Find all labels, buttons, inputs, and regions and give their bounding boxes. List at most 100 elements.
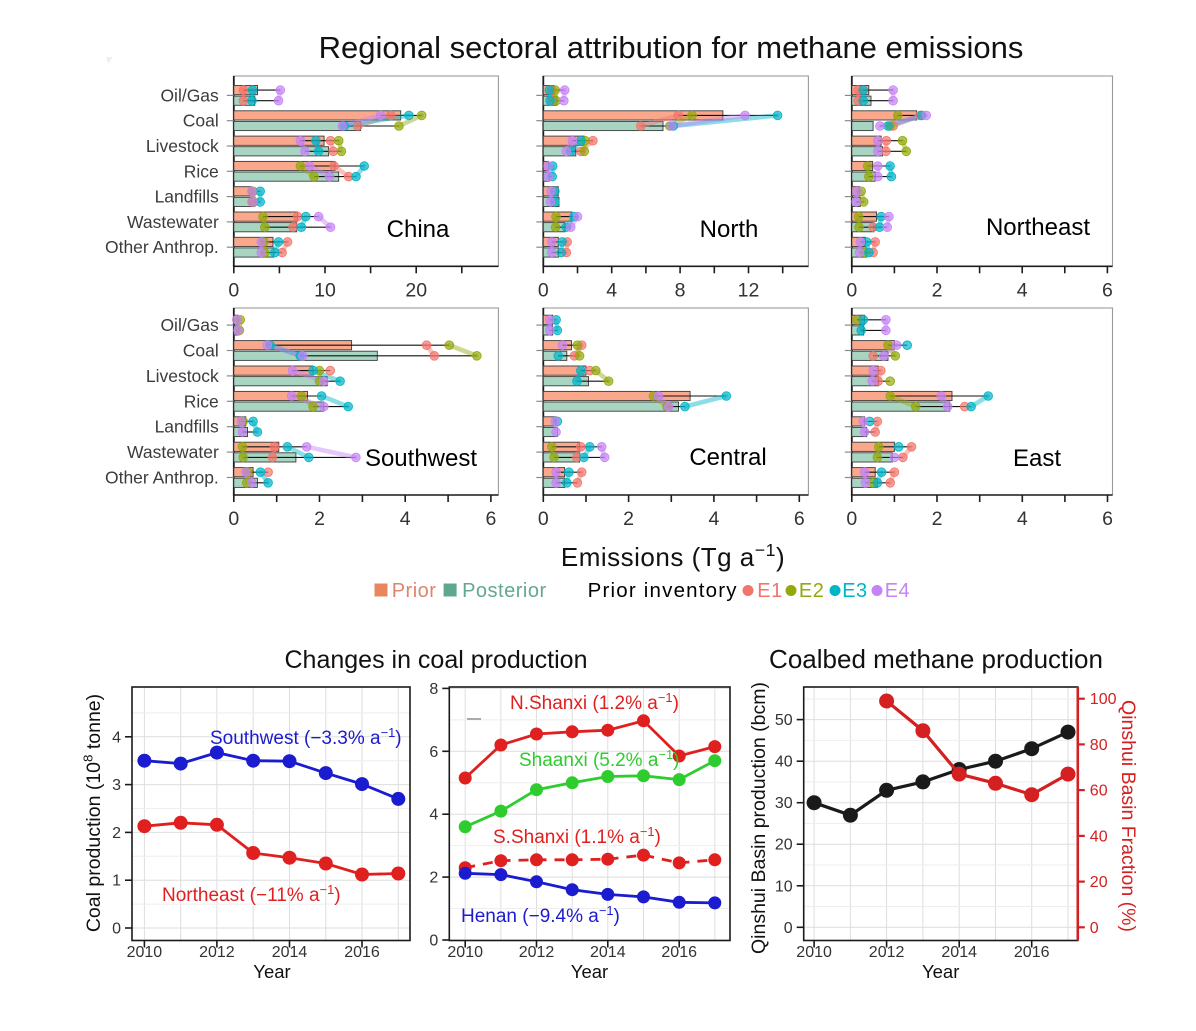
svg-text:0: 0 [846,508,857,530]
svg-text:North: North [700,216,759,243]
svg-text:2014: 2014 [941,944,977,961]
svg-text:Central: Central [689,444,766,471]
svg-text:Southwest: Southwest [365,445,477,472]
svg-text:6: 6 [1102,279,1113,301]
svg-text:4: 4 [400,508,411,530]
svg-text:20: 20 [775,837,793,854]
svg-text:80: 80 [1090,737,1108,754]
svg-text:0: 0 [429,933,438,950]
svg-text:20: 20 [1090,874,1108,891]
svg-text:Southwest (−3.3% a−1​): Southwest (−3.3% a−1​) [210,725,402,749]
svg-text:2012: 2012 [519,944,555,961]
svg-text:Oil/Gas: Oil/Gas [160,85,219,105]
svg-text:20: 20 [405,279,427,301]
svg-text:4: 4 [1017,508,1028,530]
svg-text:Changes in coal production: Changes in coal production [285,646,588,674]
svg-text:6: 6 [1102,508,1113,530]
svg-text:2014: 2014 [590,944,626,961]
svg-text:Rice: Rice [184,161,219,181]
svg-text:0: 0 [538,508,549,530]
svg-text:2: 2 [112,825,121,842]
svg-text:E2: E2 [799,580,824,602]
svg-text:0: 0 [112,921,121,938]
svg-text:Emissions (Tg a−1​): Emissions (Tg a−1​) [561,540,785,572]
svg-text:Other Anthrop.: Other Anthrop. [105,237,219,257]
svg-text:2014: 2014 [272,944,308,961]
svg-text:4: 4 [1017,279,1028,301]
svg-text:2: 2 [314,508,325,530]
svg-text:10: 10 [314,279,336,301]
svg-text:2: 2 [623,508,634,530]
svg-text:2010: 2010 [796,944,832,961]
svg-text:Qinshui Basin production (bcm): Qinshui Basin production (bcm) [748,682,770,954]
svg-text:4: 4 [606,279,617,301]
svg-text:S.Shanxi (1.1% a−1​): S.Shanxi (1.1% a−1​) [493,824,661,848]
svg-text:2016: 2016 [344,944,380,961]
svg-text:Qinshui Basin Fraction (%): Qinshui Basin Fraction (%) [1117,700,1139,932]
svg-text:Posterior: Posterior [462,580,547,602]
svg-text:4: 4 [708,508,719,530]
svg-text:Regional sectoral attribution: Regional sectoral attribution for methan… [319,30,1024,65]
svg-text:Coal: Coal [183,341,219,361]
svg-text:50: 50 [775,712,793,729]
svg-text:8: 8 [675,279,686,301]
svg-text:East: East [1013,445,1061,472]
svg-text:Coal production (108​ tonne): Coal production (108​ tonne) [81,694,105,932]
svg-text:0: 0 [228,508,239,530]
svg-text:2012: 2012 [869,944,905,961]
svg-text:2: 2 [932,279,943,301]
svg-text:4: 4 [112,729,121,746]
svg-text:Prior inventory: Prior inventory [588,579,738,602]
svg-text:12: 12 [738,279,760,301]
svg-text:0: 0 [846,279,857,301]
svg-text:2: 2 [429,870,438,887]
svg-text:Northeast: Northeast [986,214,1090,241]
svg-text:N.Shanxi (1.2% a−1​): N.Shanxi (1.2% a−1​) [510,690,679,714]
svg-text:Prior: Prior [392,580,437,602]
svg-text:Other Anthrop.: Other Anthrop. [105,468,219,488]
svg-text:Oil/Gas: Oil/Gas [160,315,219,335]
svg-text:40: 40 [1090,828,1108,845]
svg-text:0: 0 [784,920,793,937]
svg-text:Coal: Coal [183,111,219,131]
svg-text:E4: E4 [885,580,910,602]
svg-text:6: 6 [485,508,496,530]
svg-text:1: 1 [112,873,121,890]
svg-text:Year: Year [571,961,608,982]
svg-text:0: 0 [538,279,549,301]
svg-text:100: 100 [1090,691,1117,708]
svg-text:6: 6 [794,508,805,530]
svg-text:0: 0 [228,279,239,301]
svg-text:Wastewater: Wastewater [127,212,219,232]
svg-text:2012: 2012 [199,944,235,961]
svg-text:Wastewater: Wastewater [127,442,219,462]
svg-text:60: 60 [1090,783,1108,800]
svg-text:China: China [387,216,450,243]
svg-text:Livestock: Livestock [146,366,219,386]
svg-text:Northeast (−11% a−1​): Northeast (−11% a−1​) [162,882,341,906]
svg-text:Rice: Rice [184,391,219,411]
svg-text:Livestock: Livestock [146,136,219,156]
svg-text:6: 6 [429,744,438,761]
svg-text:E1: E1 [757,580,782,602]
svg-text:Henan (−9.4% a−1​): Henan (−9.4% a−1​) [461,903,620,927]
svg-text:40: 40 [775,754,793,771]
svg-text:0: 0 [1090,920,1099,937]
svg-text:2016: 2016 [1014,944,1050,961]
svg-text:Shaanxi (5.2% a−1​): Shaanxi (5.2% a−1​) [519,747,679,771]
svg-text:2010: 2010 [447,944,483,961]
svg-text:Landfills: Landfills [155,417,219,437]
svg-text:2: 2 [932,508,943,530]
svg-text:10: 10 [775,878,793,895]
svg-text:Landfills: Landfills [155,187,219,207]
svg-text:Year: Year [253,961,290,982]
svg-text:Coalbed methane production: Coalbed methane production [769,644,1103,674]
svg-text:30: 30 [775,795,793,812]
svg-text:2010: 2010 [127,944,163,961]
svg-text:4: 4 [429,807,438,824]
svg-text:8: 8 [429,681,438,698]
svg-text:2016: 2016 [661,944,697,961]
svg-text:3: 3 [112,777,121,794]
svg-text:Year: Year [922,961,959,982]
svg-text:E3: E3 [842,580,867,602]
